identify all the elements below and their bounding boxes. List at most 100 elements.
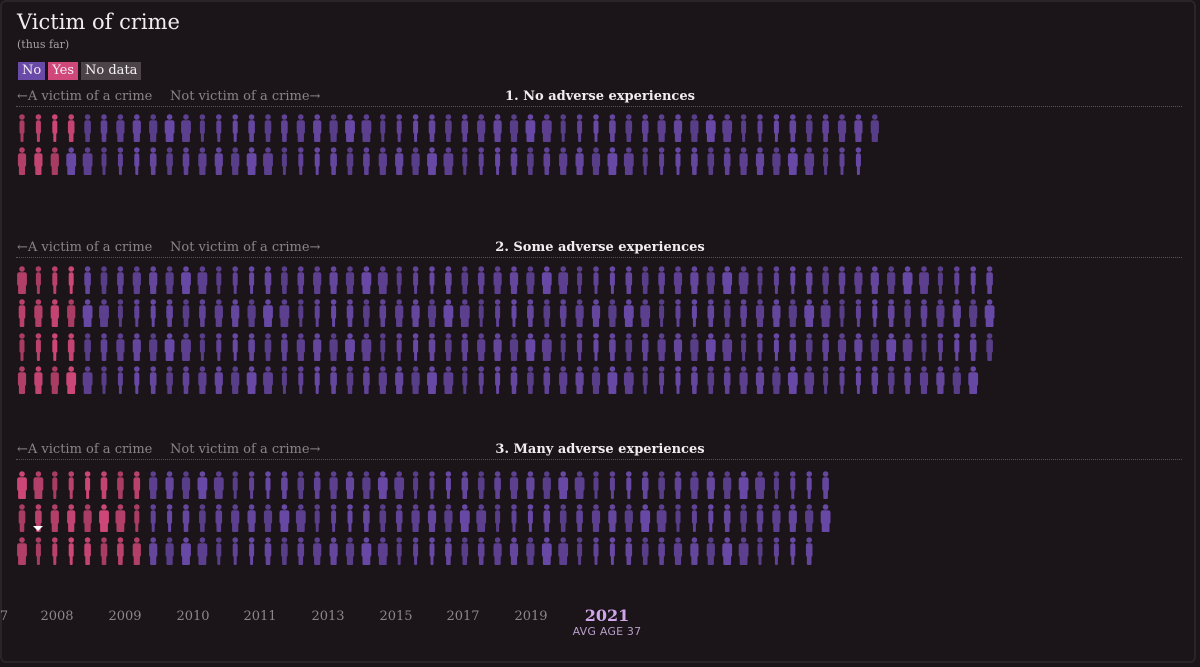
person-figure bbox=[181, 471, 191, 499]
person-figure bbox=[625, 114, 633, 142]
timeline-year[interactable]: 2011 bbox=[243, 609, 277, 624]
person-figure bbox=[263, 147, 273, 175]
person-figure bbox=[839, 299, 845, 327]
person-figure bbox=[297, 537, 305, 565]
person-figure bbox=[82, 299, 93, 327]
person-figure bbox=[558, 266, 569, 294]
person-figure bbox=[35, 537, 42, 565]
person-figure bbox=[755, 471, 765, 499]
group-no-adverse: ←A victim of a crime Not victim of a cri… bbox=[0, 89, 1200, 189]
person-figure bbox=[198, 366, 207, 394]
people-grid bbox=[17, 266, 995, 394]
person-figure bbox=[68, 471, 74, 499]
timeline-current-year[interactable]: 2021 AVG AGE 37 bbox=[573, 606, 642, 638]
person-figure bbox=[429, 471, 435, 499]
person-figure bbox=[673, 333, 683, 361]
person-figure bbox=[232, 537, 238, 565]
person-figure bbox=[314, 147, 321, 175]
person-figure bbox=[412, 266, 419, 294]
person-figure bbox=[658, 299, 665, 327]
person-figure bbox=[805, 504, 814, 532]
person-figure bbox=[755, 366, 765, 394]
person-figure bbox=[427, 299, 437, 327]
legend-item-no-data[interactable]: No data bbox=[81, 62, 142, 80]
person-figure bbox=[116, 114, 125, 142]
timeline-year[interactable]: 2010 bbox=[176, 609, 210, 624]
timeline[interactable]: 7 2008 2009 2010 2011 2013 2015 2017 201… bbox=[0, 606, 1200, 646]
legend-item-no[interactable]: No bbox=[18, 62, 46, 80]
person-figure bbox=[150, 299, 156, 327]
person-figure bbox=[902, 333, 913, 361]
person-figure bbox=[116, 333, 125, 361]
person-figure bbox=[886, 333, 897, 361]
person-figure bbox=[295, 504, 306, 532]
person-figure bbox=[279, 504, 290, 532]
person-figure bbox=[575, 366, 584, 394]
person-figure bbox=[855, 366, 862, 394]
person-figure bbox=[429, 266, 435, 294]
person-figure bbox=[690, 114, 699, 142]
person-figure bbox=[314, 504, 321, 532]
person-figure bbox=[149, 266, 158, 294]
person-figure bbox=[361, 333, 372, 361]
person-figure bbox=[378, 147, 387, 175]
person-figure bbox=[607, 147, 618, 175]
person-figure bbox=[99, 504, 109, 532]
person-figure bbox=[576, 537, 583, 565]
person-figure bbox=[329, 114, 338, 142]
timeline-year[interactable]: 2015 bbox=[379, 609, 413, 624]
person-figure bbox=[197, 266, 208, 294]
person-figure bbox=[298, 147, 304, 175]
timeline-year[interactable]: 2009 bbox=[108, 609, 142, 624]
person-figure bbox=[738, 471, 749, 499]
person-figure bbox=[755, 299, 765, 327]
person-figure bbox=[706, 471, 715, 499]
timeline-year[interactable]: 2013 bbox=[311, 609, 345, 624]
person-figure bbox=[641, 471, 649, 499]
person-figure bbox=[789, 114, 797, 142]
person-figure bbox=[494, 504, 501, 532]
person-figure bbox=[790, 471, 796, 499]
person-figure bbox=[313, 471, 321, 499]
person-figure bbox=[445, 471, 452, 499]
person-figure bbox=[216, 114, 222, 142]
person-figure bbox=[658, 266, 665, 294]
person-figure bbox=[623, 299, 634, 327]
person-figure bbox=[527, 299, 534, 327]
timeline-year[interactable]: 2008 bbox=[40, 609, 74, 624]
person-figure bbox=[412, 114, 419, 142]
person-figure bbox=[541, 114, 552, 142]
timeline-year[interactable]: 2019 bbox=[514, 609, 548, 624]
person-figure bbox=[459, 299, 470, 327]
person-figure bbox=[839, 366, 845, 394]
timeline-year[interactable]: 2017 bbox=[446, 609, 480, 624]
person-figure bbox=[887, 366, 895, 394]
person-figure bbox=[199, 504, 206, 532]
person-figure bbox=[164, 333, 175, 361]
person-figure bbox=[921, 333, 927, 361]
person-figure bbox=[575, 147, 584, 175]
person-figure bbox=[805, 266, 813, 294]
person-figure bbox=[330, 147, 337, 175]
chart-title: Victim of crime bbox=[17, 10, 180, 34]
person-figure bbox=[593, 537, 599, 565]
legend-item-yes[interactable]: Yes bbox=[48, 62, 79, 80]
person-figure bbox=[723, 147, 731, 175]
person-figure bbox=[675, 147, 681, 175]
person-figure bbox=[707, 147, 715, 175]
person-figure bbox=[690, 333, 699, 361]
person-figure bbox=[133, 471, 141, 499]
person-figure bbox=[805, 333, 813, 361]
person-figure bbox=[854, 114, 863, 142]
person-figure bbox=[166, 504, 173, 532]
person-figure bbox=[608, 299, 617, 327]
person-figure bbox=[494, 299, 501, 327]
person-figure bbox=[623, 366, 634, 394]
person-figure bbox=[67, 504, 76, 532]
person-figure bbox=[248, 537, 255, 565]
person-figure bbox=[181, 114, 191, 142]
person-figure bbox=[329, 333, 338, 361]
person-figure bbox=[50, 299, 59, 327]
person-figure bbox=[100, 471, 108, 499]
timeline-year[interactable]: 7 bbox=[0, 609, 9, 624]
